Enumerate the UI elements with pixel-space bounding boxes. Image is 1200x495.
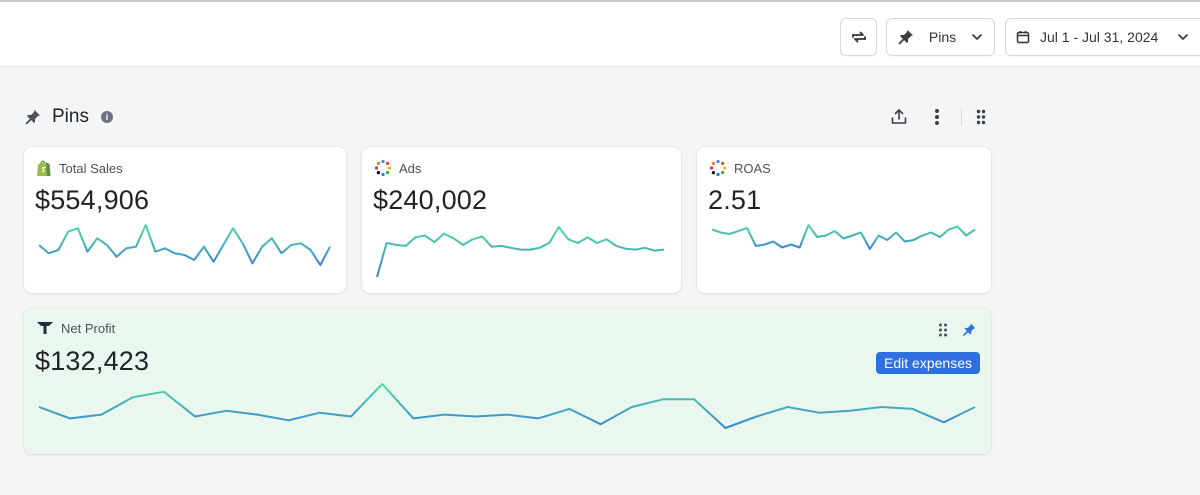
section-actions: [885, 104, 995, 130]
chevron-down-icon: [1176, 30, 1190, 44]
sparkline-path: [376, 226, 665, 278]
more-vertical-icon[interactable]: [923, 104, 950, 130]
pin-icon[interactable]: [962, 322, 977, 337]
info-icon[interactable]: i: [100, 111, 113, 123]
section-title: Pins: [52, 106, 89, 127]
triple-whale-icon: [36, 320, 54, 336]
pin-icon: [897, 28, 915, 46]
ads-icon: [374, 159, 392, 177]
edit-expenses-button[interactable]: Edit expenses: [876, 352, 980, 374]
card-header: Total Sales: [36, 159, 123, 177]
export-icon[interactable]: [885, 104, 912, 130]
card-label: Net Profit: [61, 320, 116, 336]
ads-card[interactable]: Ads $240,002: [362, 147, 681, 293]
card-label: ROAS: [734, 160, 771, 176]
top-toolbar: Pins Jul 1 - Jul 31, 2024: [0, 0, 1200, 67]
sparkline-path: [711, 224, 976, 250]
roas-sparkline: [711, 224, 976, 250]
net-profit-sparkline: [38, 383, 976, 429]
pins-dropdown[interactable]: Pins: [886, 18, 995, 56]
card-value: $132,423: [35, 346, 150, 376]
refresh-button[interactable]: [840, 18, 877, 56]
card-header: ROAS: [709, 159, 771, 177]
pins-dropdown-label: Pins: [928, 29, 957, 45]
divider: [960, 108, 962, 126]
ads-sparkline: [376, 226, 665, 278]
sparkline-path: [38, 224, 331, 266]
card-actions: [938, 322, 977, 337]
pin-icon: [24, 108, 42, 126]
chevron-down-icon: [970, 30, 984, 44]
date-range-label: Jul 1 - Jul 31, 2024: [1040, 29, 1159, 45]
card-value: $554,906: [35, 185, 150, 215]
card-label: Ads: [399, 160, 422, 176]
date-range-picker[interactable]: Jul 1 - Jul 31, 2024: [1005, 18, 1200, 56]
net-profit-card[interactable]: Net Profit $132,423 Edit expenses: [24, 308, 991, 454]
shopify-icon: [36, 159, 52, 177]
sparkline-path: [38, 383, 976, 429]
drag-handle-icon[interactable]: [938, 323, 948, 337]
card-value: $240,002: [373, 185, 488, 215]
total-sales-sparkline: [38, 224, 331, 266]
card-header: Ads: [374, 159, 421, 177]
total-sales-card[interactable]: Total Sales $554,906: [24, 147, 346, 293]
card-value: 2.51: [708, 185, 762, 215]
ads-icon: [709, 159, 727, 177]
refresh-icon: [849, 27, 869, 47]
card-label: Total Sales: [59, 160, 123, 176]
roas-card[interactable]: ROAS 2.51: [697, 147, 991, 293]
drag-handle-icon[interactable]: [968, 104, 995, 130]
card-header: Net Profit: [36, 320, 115, 336]
calendar-icon: [1016, 30, 1030, 44]
pins-section-header: Pins i: [24, 104, 113, 130]
